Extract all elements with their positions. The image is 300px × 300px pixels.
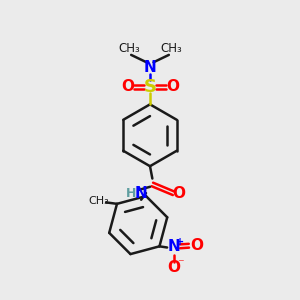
Text: O: O: [172, 186, 185, 201]
Text: O: O: [168, 260, 181, 275]
Text: +: +: [176, 237, 184, 247]
Text: S: S: [143, 78, 157, 96]
Text: N: N: [144, 60, 156, 75]
Text: CH₃: CH₃: [160, 42, 182, 55]
Text: H: H: [126, 187, 136, 200]
Text: N: N: [168, 239, 181, 254]
Text: ⁻: ⁻: [177, 257, 184, 270]
Text: O: O: [121, 79, 134, 94]
Text: N: N: [135, 186, 148, 201]
Text: CH₃: CH₃: [88, 196, 109, 206]
Text: CH₃: CH₃: [118, 42, 140, 55]
Text: O: O: [166, 79, 179, 94]
Text: O: O: [190, 238, 203, 253]
